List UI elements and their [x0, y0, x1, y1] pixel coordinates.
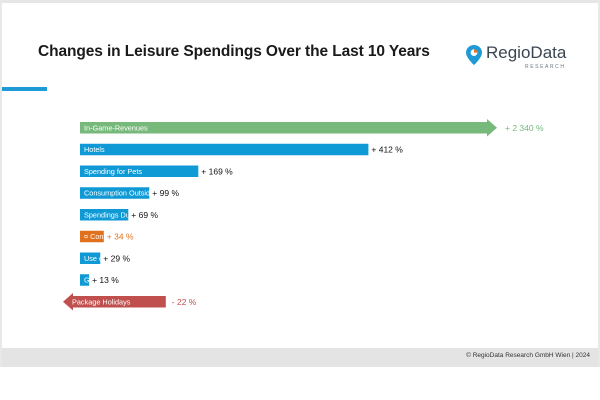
value-label: + 29 %: [103, 253, 130, 263]
footer-bar: © RegioData Research GmbH Wien | 2024: [2, 348, 598, 367]
location-pin-icon: [466, 45, 482, 65]
logo-name: RegioData: [486, 43, 567, 62]
category-label: Gambling: [84, 276, 115, 285]
value-label: - 22 %: [172, 297, 197, 307]
category-label: Spending for Pets: [84, 167, 142, 176]
chart-title: Changes in Leisure Spendings Over the La…: [38, 43, 430, 60]
bar-spending-for-pets: [80, 165, 199, 177]
bar-gambling: [80, 274, 90, 286]
value-label: + 169 %: [201, 166, 233, 176]
value-label: + 69 %: [131, 210, 158, 220]
value-label: + 13 %: [92, 275, 119, 285]
category-label: Consumption Outside the Home, Leisure: [84, 189, 216, 198]
bar-in-game-revenues: [80, 119, 497, 137]
frame-bottom: [0, 367, 600, 400]
logo-subtitle: RESEARCH: [525, 64, 566, 70]
bar-use-of-fitness-centers: [80, 252, 101, 264]
category-label: Spendings During Vacations: [84, 210, 176, 219]
bar-hotels: [80, 143, 369, 156]
logo: RegioData RESEARCH: [466, 43, 586, 74]
bar-consumption-outside-the-home-leisure: [80, 187, 150, 199]
frame-right: [598, 0, 600, 370]
category-label: In-Game-Revenues: [84, 123, 148, 132]
slide-canvas: [2, 3, 598, 369]
footer-copyright: © RegioData Research GmbH Wien | 2024: [466, 352, 590, 359]
category-label: Package Holidays: [72, 297, 131, 306]
value-label: + 34 %: [107, 232, 134, 242]
frame-top: [0, 0, 600, 3]
bar-package-holidays: [63, 293, 166, 311]
value-label: + 2 340 %: [505, 123, 544, 133]
frame-left: [0, 0, 2, 370]
category-label: ¤ Consumer Spendings: [84, 232, 161, 241]
bar-consumer-spendings: [80, 230, 104, 243]
category-label: Hotels: [84, 145, 105, 154]
value-label: + 99 %: [152, 188, 179, 198]
value-label: + 412 %: [371, 145, 403, 155]
bar-spendings-during-vacations: [80, 209, 129, 221]
accent-line: [2, 87, 47, 91]
category-label: Use of Fitness Centers: [84, 254, 159, 263]
